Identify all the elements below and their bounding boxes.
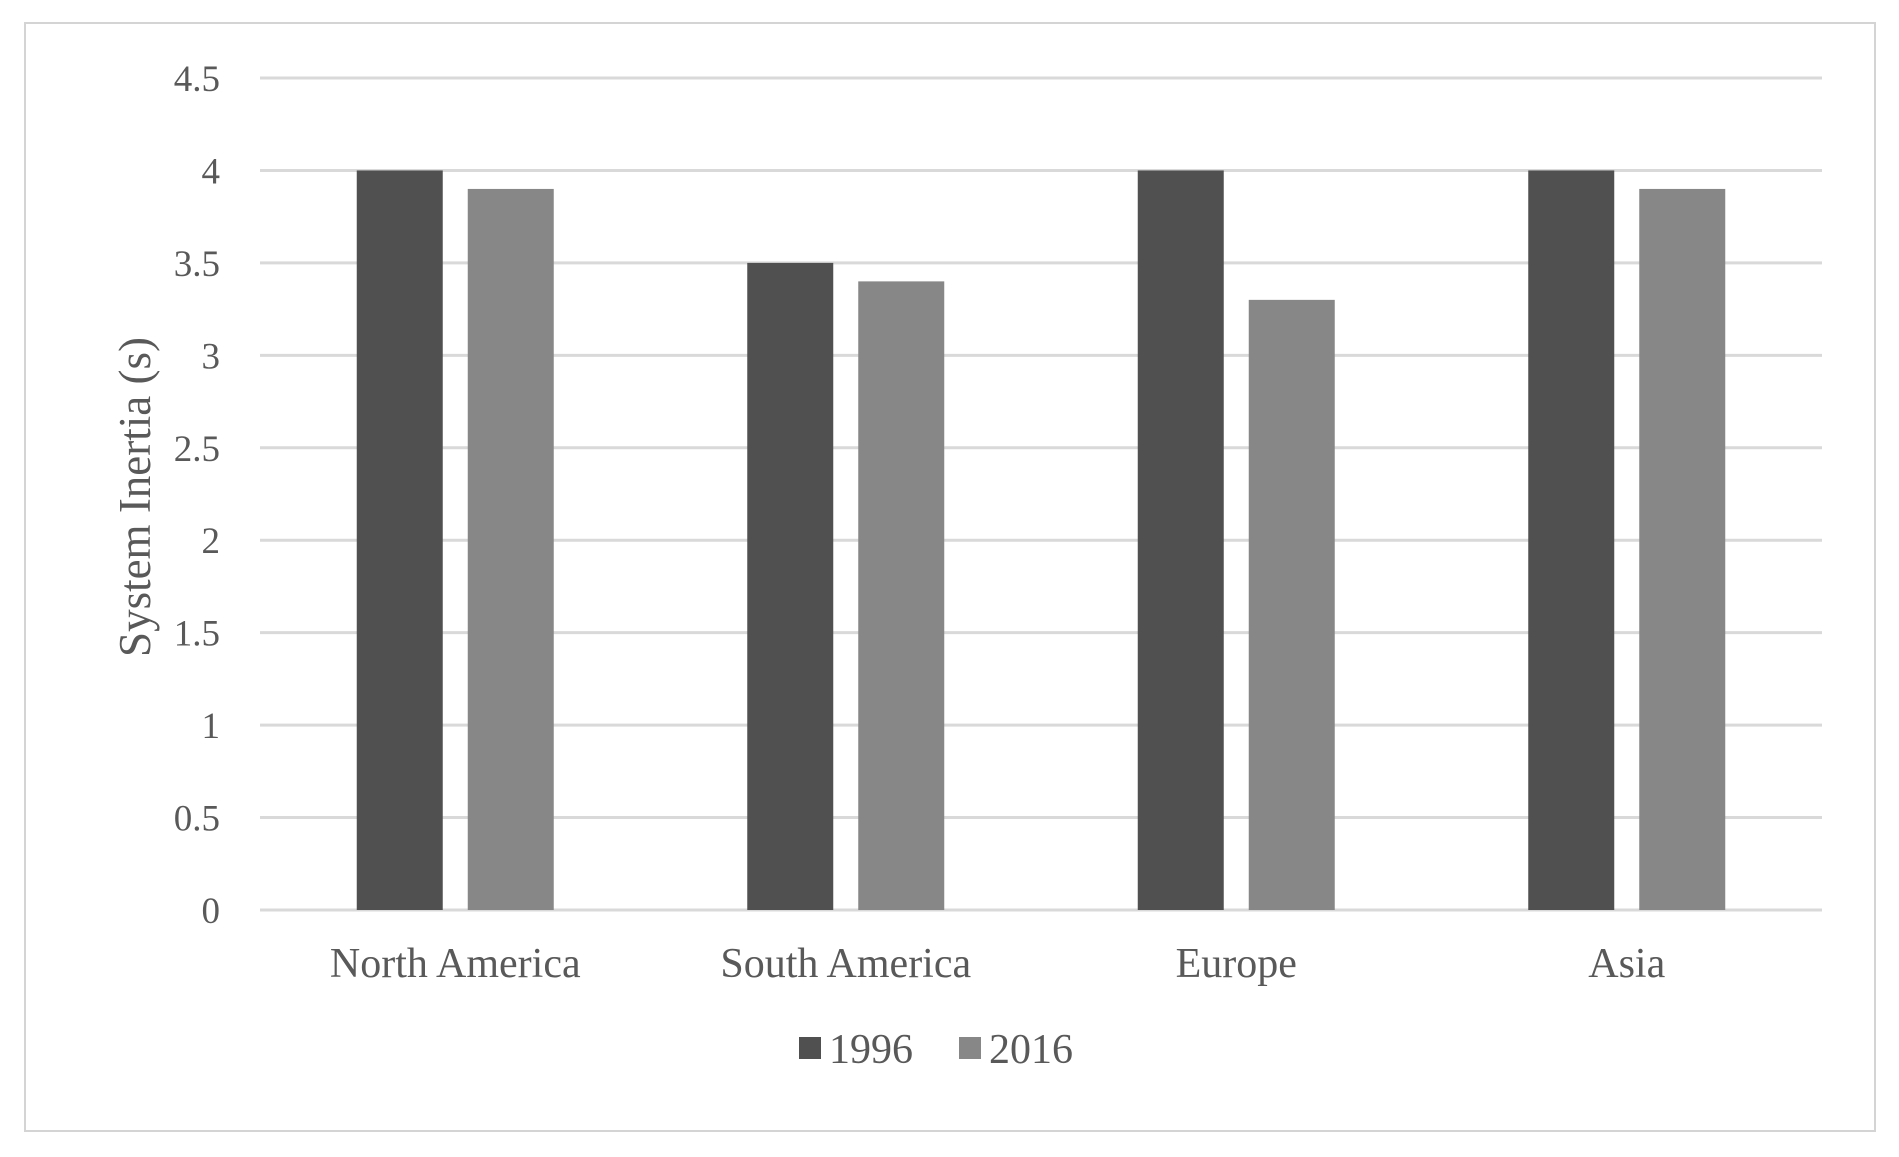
bar-1996-north-america — [356, 170, 443, 910]
y-tick-label-7: 3.5 — [174, 244, 220, 285]
legend-label-1996: 1996 — [829, 1027, 913, 1073]
y-tick-label-1: 0.5 — [174, 799, 220, 840]
bar-1996-south-america — [747, 262, 834, 910]
legend: 1996 2016 — [799, 1027, 1073, 1073]
y-tick-label-2: 1 — [202, 706, 221, 747]
bar-2016-europe — [1248, 299, 1335, 910]
bar-2016-asia — [1639, 188, 1726, 910]
y-axis-title: System Inertia (s) — [110, 337, 160, 657]
bar-2016-north-america — [467, 188, 554, 910]
x-tick-label-3: Asia — [1588, 941, 1665, 987]
x-tick-label-0: North America — [330, 941, 581, 987]
y-tick-label-0: 0 — [202, 891, 221, 932]
x-tick-label-1: South America — [720, 941, 971, 987]
y-tick-label-4: 2 — [202, 521, 221, 562]
legend-swatch-1996 — [799, 1037, 821, 1059]
y-tick-label-3: 1.5 — [174, 614, 220, 655]
y-tick-label-8: 4 — [202, 151, 221, 192]
legend-swatch-2016 — [959, 1037, 981, 1059]
legend-label-2016: 2016 — [989, 1027, 1073, 1073]
y-tick-label-6: 3 — [202, 336, 221, 377]
bar-1996-asia — [1528, 170, 1615, 910]
bar-2016-south-america — [858, 281, 945, 910]
y-tick-label-9: 4.5 — [174, 59, 220, 100]
y-axis-ticks: 0 0.5 1 1.5 2 2.5 3 3.5 4 4.5 — [174, 59, 220, 932]
bars — [356, 170, 1726, 910]
bar-1996-europe — [1137, 170, 1224, 910]
x-tick-label-2: Europe — [1176, 941, 1297, 987]
x-axis-labels: North America South America Europe Asia — [330, 941, 1666, 987]
y-tick-label-5: 2.5 — [174, 429, 220, 470]
